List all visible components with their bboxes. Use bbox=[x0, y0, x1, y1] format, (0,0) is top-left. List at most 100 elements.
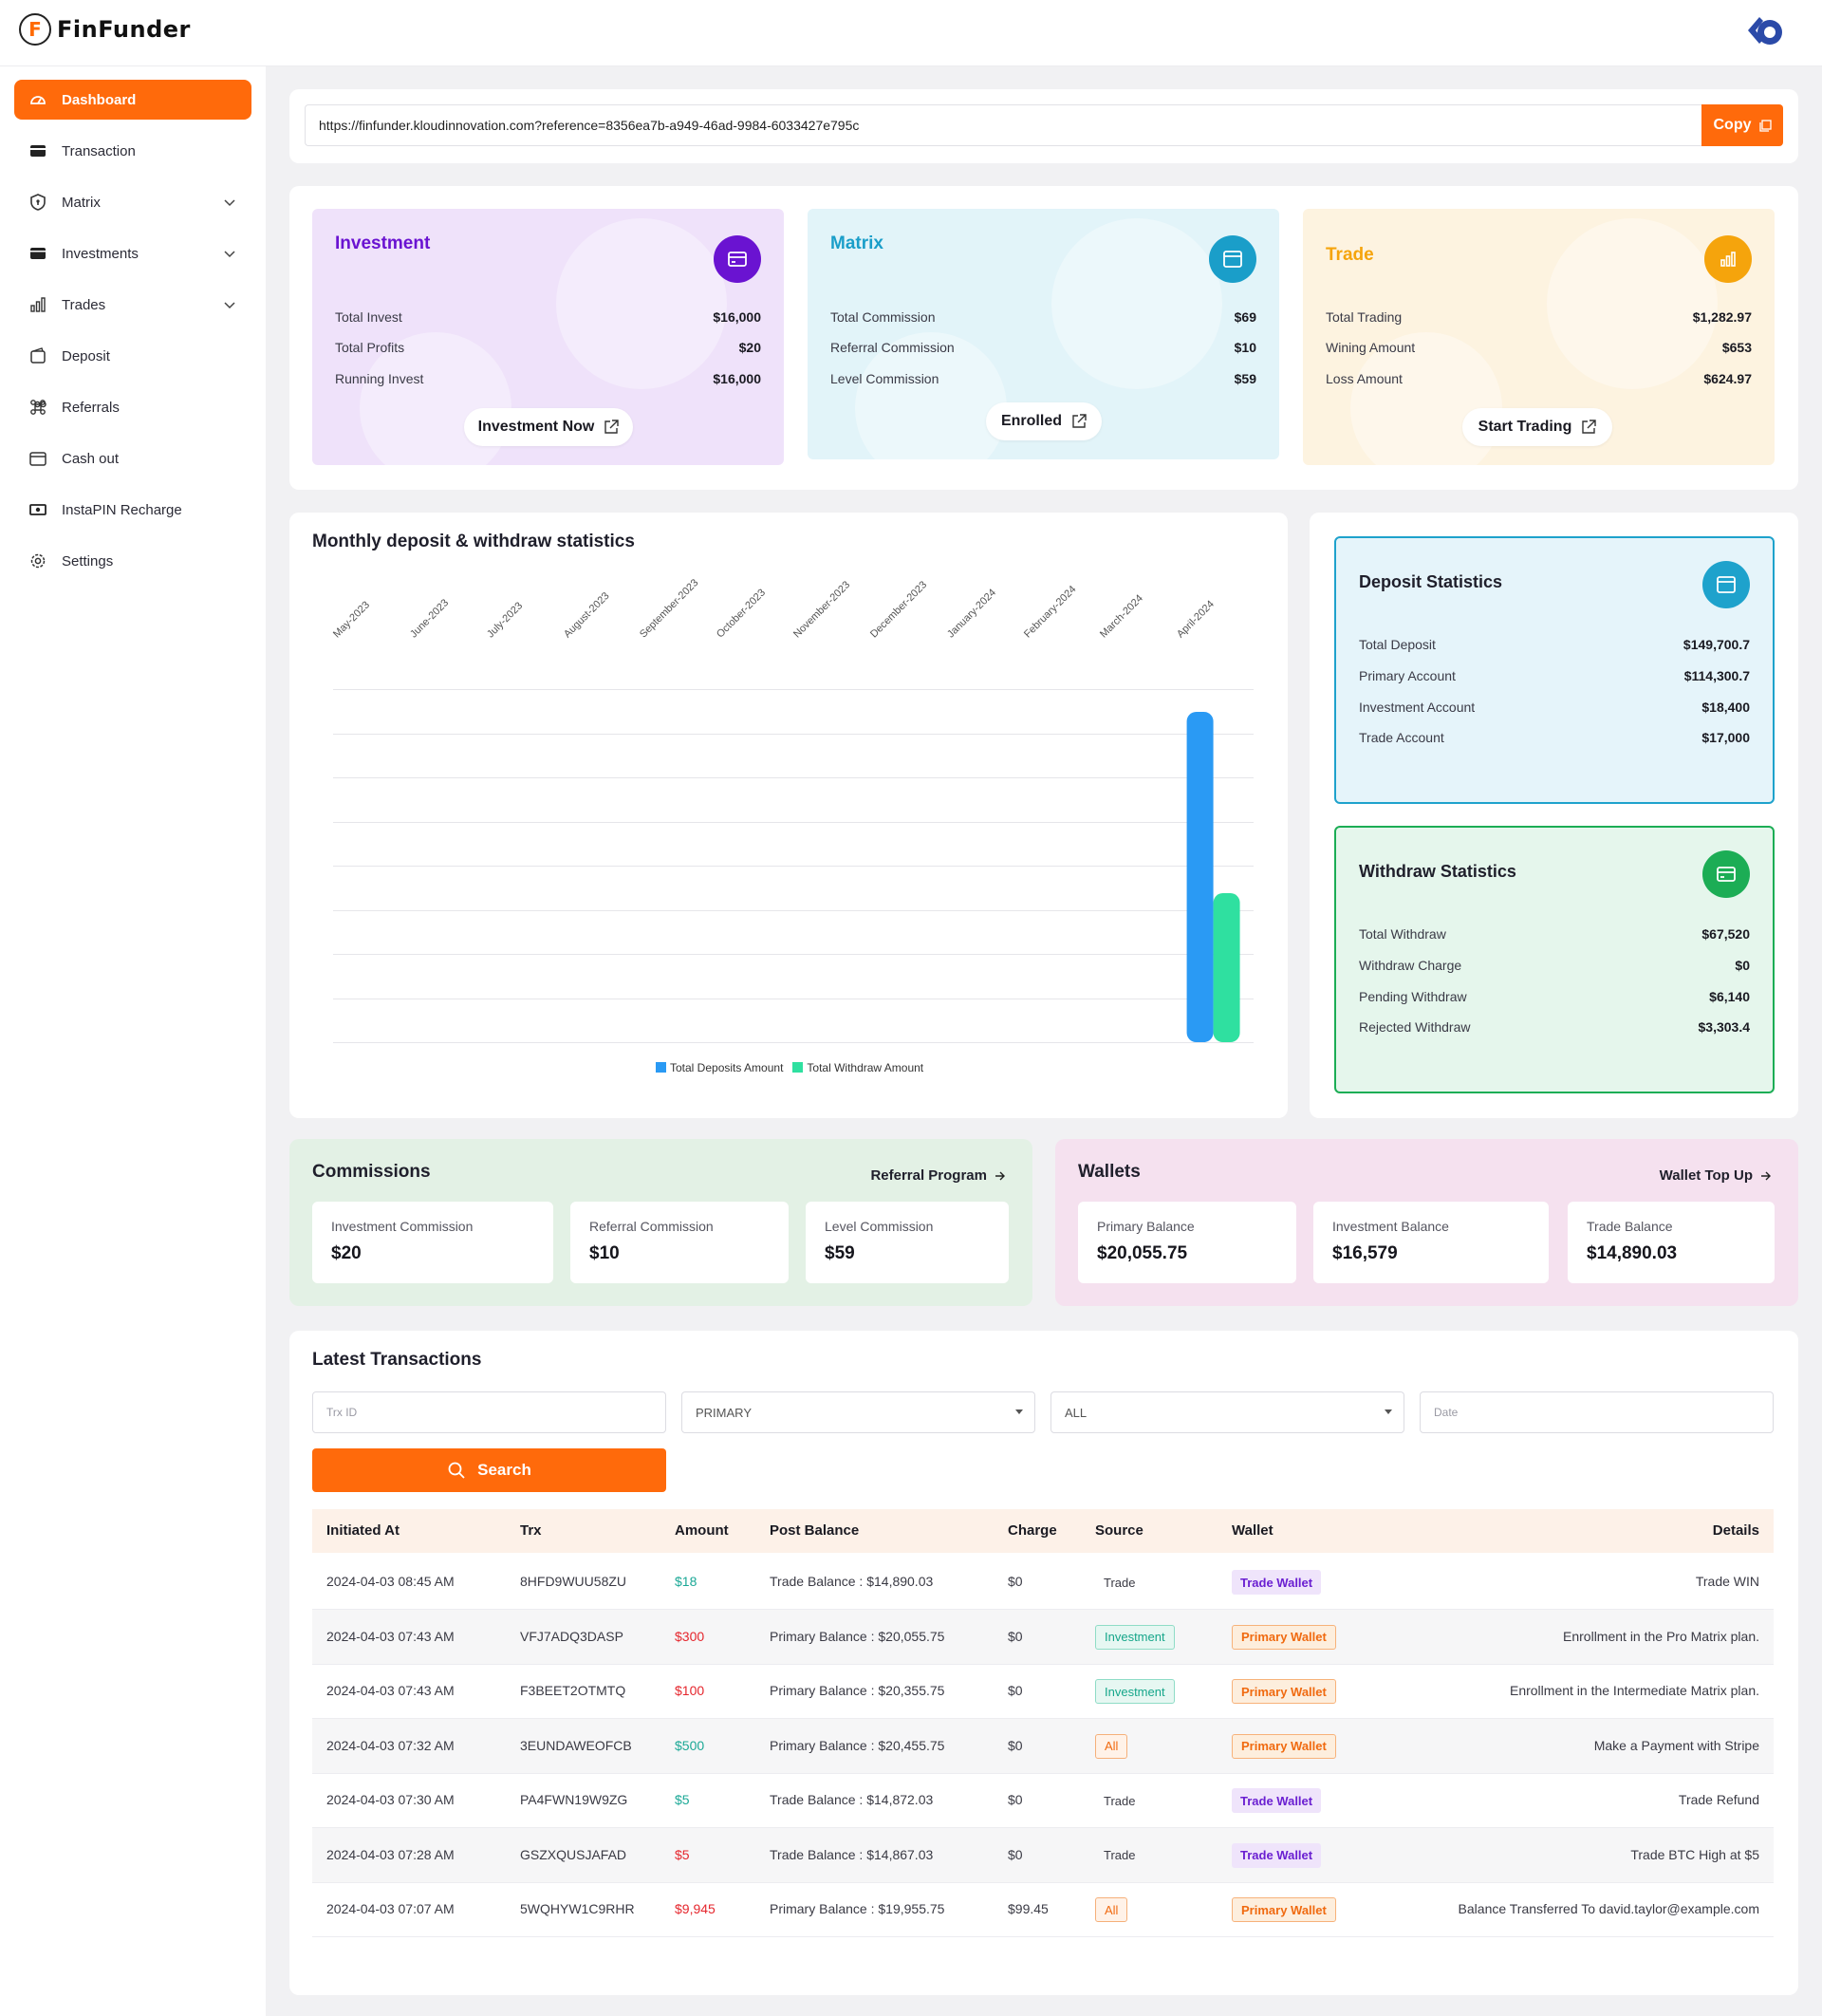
withdraw-statistics-box: Withdraw Statistics Total Withdraw $67,52… bbox=[1334, 826, 1775, 1093]
bar-chart-icon bbox=[1704, 235, 1752, 283]
app-name: FinFunder bbox=[57, 16, 191, 43]
copy-button[interactable]: Copy bbox=[1701, 104, 1783, 146]
chevron-down-icon[interactable] bbox=[221, 296, 238, 313]
table-row[interactable]: 2024-04-03 07:30 AM PA4FWN19W9ZG $5 Trade B… bbox=[312, 1773, 1774, 1828]
table-row[interactable]: 2024-04-03 07:28 AM GSZXQUSJAFAD $5 Trade B… bbox=[312, 1827, 1774, 1883]
cell-amount: $300 bbox=[675, 1628, 705, 1644]
sidebar-item-settings[interactable]: Settings bbox=[14, 541, 251, 581]
referral-url-field[interactable]: https://finfunder.kloudinnovation.com?re… bbox=[305, 104, 1701, 146]
card-title: Matrix bbox=[830, 233, 883, 253]
cell-post-balance: Primary Balance : $20,455.75 bbox=[770, 1737, 945, 1753]
stat-row: Total Commission $69 bbox=[830, 309, 1256, 325]
stat-row: Running Invest $16,000 bbox=[335, 371, 761, 386]
cell-details: Enrollment in the Intermediate Matrix pl… bbox=[1509, 1683, 1759, 1698]
trade-balance-tile: Trade Balance $14,890.03 bbox=[1568, 1202, 1775, 1283]
column-header: Trx bbox=[520, 1522, 542, 1539]
sidebar-item-trades[interactable]: Trades bbox=[14, 285, 251, 325]
cell-date: 2024-04-03 07:28 AM bbox=[326, 1846, 455, 1862]
cell-trx: 8HFD9WUU58ZU bbox=[520, 1574, 627, 1589]
table-row[interactable]: 2024-04-03 07:43 AM VFJ7ADQ3DASP $300 Prima… bbox=[312, 1609, 1774, 1665]
type-select[interactable]: ALL bbox=[1050, 1391, 1404, 1433]
search-button[interactable]: Search bbox=[312, 1448, 666, 1492]
cell-amount: $500 bbox=[675, 1737, 705, 1753]
cell-details: Trade Refund bbox=[1678, 1792, 1759, 1807]
sidebar: Dashboard Transaction Matrix Investments… bbox=[0, 66, 266, 2016]
table-row[interactable]: 2024-04-03 07:32 AM 3EUNDAWEOFCB $500 Prima… bbox=[312, 1718, 1774, 1774]
investment-now-button[interactable]: Investment Now bbox=[464, 408, 633, 446]
legend-item[interactable]: Total Deposits Amount bbox=[656, 1061, 783, 1074]
cell-post-balance: Primary Balance : $19,955.75 bbox=[770, 1901, 945, 1916]
cell-charge: $0 bbox=[1008, 1683, 1023, 1698]
cashout-icon bbox=[29, 450, 46, 467]
sidebar-item-dashboard[interactable]: Dashboard bbox=[14, 80, 251, 120]
stat-row: Referral Commission $10 bbox=[830, 340, 1256, 355]
source-badge: Investment bbox=[1095, 1679, 1175, 1704]
sidebar-item-transaction[interactable]: Transaction bbox=[14, 131, 251, 171]
button-label: Investment Now bbox=[477, 419, 595, 435]
table-row[interactable]: 2024-04-03 08:45 AM 8HFD9WUU58ZU $18 Trade … bbox=[312, 1555, 1774, 1610]
cell-trx: F3BEET2OTMTQ bbox=[520, 1683, 626, 1698]
wallets-title: Wallets bbox=[1078, 1162, 1141, 1182]
cell-post-balance: Trade Balance : $14,890.03 bbox=[770, 1574, 934, 1589]
grid-line bbox=[333, 866, 1254, 867]
investment-balance-tile: Investment Balance $16,579 bbox=[1313, 1202, 1549, 1283]
sidebar-item-cash-out[interactable]: Cash out bbox=[14, 439, 251, 478]
trx-id-input[interactable]: Trx ID bbox=[312, 1391, 666, 1433]
grid-line bbox=[333, 954, 1254, 955]
source-badge: Investment bbox=[1095, 1624, 1175, 1650]
cell-trx: VFJ7ADQ3DASP bbox=[520, 1628, 623, 1644]
dashboard-icon bbox=[29, 91, 46, 108]
enrolled-button[interactable]: Enrolled bbox=[986, 402, 1102, 440]
stat-row: Total Withdraw $67,520 bbox=[1359, 926, 1750, 942]
stat-row: Level Commission $59 bbox=[830, 371, 1256, 386]
browser-window-icon bbox=[1702, 561, 1750, 608]
wallets-panel: Wallets Wallet Top Up Primary Balance $2… bbox=[1055, 1139, 1798, 1306]
stat-row: Total Trading $1,282.97 bbox=[1326, 309, 1752, 325]
start-trading-button[interactable]: Start Trading bbox=[1462, 408, 1612, 446]
chevron-down-icon[interactable] bbox=[221, 245, 238, 262]
sidebar-item-matrix[interactable]: Matrix bbox=[14, 182, 251, 222]
link-label: Referral Program bbox=[870, 1167, 987, 1184]
bar-deposit[interactable] bbox=[1186, 711, 1214, 1042]
cell-post-balance: Primary Balance : $20,055.75 bbox=[770, 1628, 945, 1644]
legend-item[interactable]: Total Withdraw Amount bbox=[792, 1061, 923, 1074]
tile-value: $10 bbox=[589, 1243, 620, 1263]
wallet-select[interactable]: PRIMARY bbox=[681, 1391, 1035, 1433]
column-header: Details bbox=[1712, 1522, 1759, 1539]
sidebar-item-instapin-recharge[interactable]: InstaPIN Recharge bbox=[14, 490, 251, 530]
wallet-top-up-link[interactable]: Wallet Top Up bbox=[1660, 1167, 1772, 1184]
date-input[interactable]: Date bbox=[1420, 1391, 1774, 1433]
tile-label: Primary Balance bbox=[1097, 1219, 1195, 1234]
investment-commission-tile: Investment Commission $20 bbox=[312, 1202, 553, 1283]
sidebar-item-label: Referrals bbox=[62, 399, 120, 416]
sidebar-item-investments[interactable]: Investments bbox=[14, 233, 251, 273]
recharge-icon bbox=[29, 501, 46, 518]
caret-down-icon bbox=[1385, 1409, 1392, 1414]
copy-label: Copy bbox=[1713, 117, 1752, 133]
withdraw-statistics-title: Withdraw Statistics bbox=[1359, 862, 1516, 881]
tile-value: $20,055.75 bbox=[1097, 1243, 1188, 1263]
sidebar-item-deposit[interactable]: Deposit bbox=[14, 336, 251, 376]
shield-icon bbox=[29, 194, 46, 211]
sidebar-item-referrals[interactable]: Referrals bbox=[14, 387, 251, 427]
card-payment-icon bbox=[1702, 850, 1750, 898]
referral-program-link[interactable]: Referral Program bbox=[870, 1167, 1006, 1184]
table-row[interactable]: 2024-04-03 07:43 AM F3BEET2OTMTQ $100 Prima… bbox=[312, 1664, 1774, 1719]
top-header: F FinFunder bbox=[0, 0, 1822, 66]
bar-withdraw[interactable] bbox=[1213, 893, 1240, 1042]
primary-balance-tile: Primary Balance $20,055.75 bbox=[1078, 1202, 1296, 1283]
chevron-down-icon[interactable] bbox=[221, 194, 238, 211]
sidebar-item-label: Deposit bbox=[62, 347, 110, 364]
tile-value: $14,890.03 bbox=[1587, 1243, 1678, 1263]
app-logo[interactable]: F FinFunder bbox=[19, 13, 191, 46]
command-icon bbox=[29, 399, 46, 416]
logo-mark-icon: F bbox=[19, 13, 51, 46]
wallet-badge: Trade Wallet bbox=[1232, 1570, 1322, 1595]
trade-summary-card: Trade Total Trading $1,282.97 Wining Amou… bbox=[1303, 209, 1775, 465]
table-row[interactable]: 2024-04-03 07:07 AM 5WQHYW1C9RHR $9,945 Pri… bbox=[312, 1882, 1774, 1937]
column-header: Wallet bbox=[1232, 1522, 1274, 1539]
grid-line bbox=[333, 821, 1254, 823]
sidebar-item-label: Matrix bbox=[62, 194, 101, 211]
user-avatar[interactable] bbox=[1744, 13, 1784, 47]
cell-date: 2024-04-03 08:45 AM bbox=[326, 1574, 455, 1589]
